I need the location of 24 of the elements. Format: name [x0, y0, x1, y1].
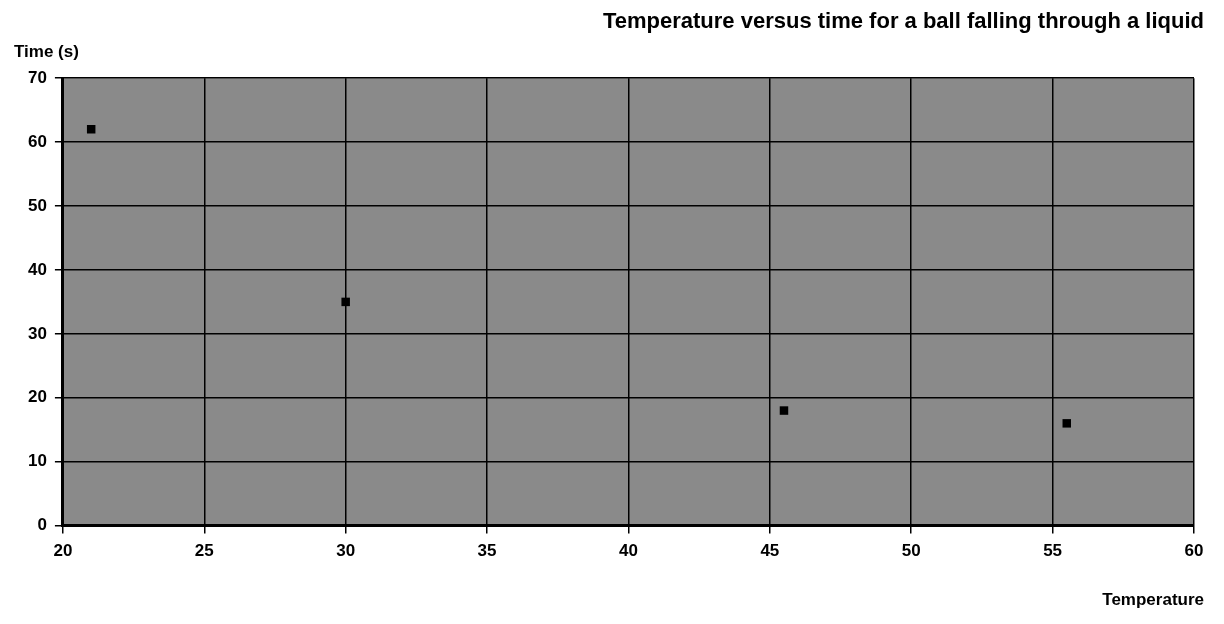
y-tick-label: 40: [27, 259, 47, 279]
x-tick-label: 60: [1184, 541, 1204, 561]
point: [779, 406, 789, 415]
y-tick-label: 10: [27, 451, 47, 471]
y-tick-label: 20: [27, 387, 47, 407]
point: [86, 125, 96, 134]
y-axis-title: Time (s): [14, 42, 79, 62]
x-tick-label: 35: [477, 541, 497, 561]
y-tick-label: 0: [37, 515, 47, 535]
y-tick-label: 70: [27, 67, 47, 87]
x-tick-label: 25: [194, 541, 214, 561]
x-tick-label: 30: [336, 541, 356, 561]
x-tick-label: 20: [53, 541, 73, 561]
x-axis-title: Temperature: [1102, 590, 1204, 610]
x-tick-label: 50: [901, 541, 921, 561]
point: [341, 297, 350, 307]
x-tick-label: 40: [618, 541, 638, 561]
point: [1062, 419, 1071, 428]
y-tick-label: 30: [27, 323, 47, 343]
y-tick-label: 60: [27, 131, 47, 151]
x-tick-label: 45: [760, 541, 780, 561]
x-tick-label: 55: [1043, 541, 1063, 561]
y-tick-label: 50: [27, 195, 47, 215]
chart-title: Temperature versus time for a ball falling through a liquid: [602, 8, 1204, 34]
